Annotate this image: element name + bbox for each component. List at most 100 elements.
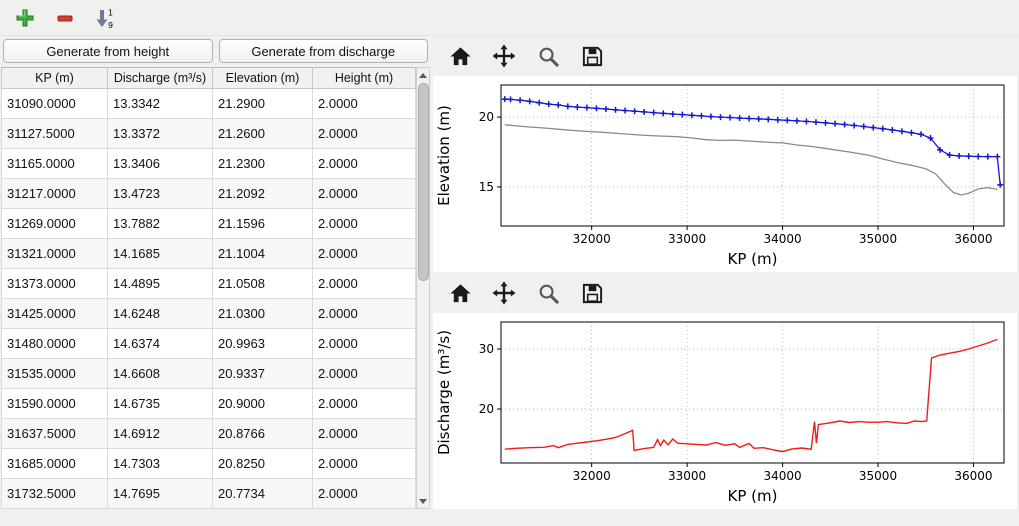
table-cell[interactable]: 20.8766 (212, 418, 313, 449)
pan-button[interactable] (489, 41, 519, 71)
table-cell[interactable]: 20.7734 (212, 478, 313, 509)
table-cell[interactable]: 14.1685 (107, 238, 213, 269)
generate-from-height-button[interactable]: Generate from height (3, 39, 213, 63)
table-cell[interactable]: 31425.0000 (1, 298, 108, 329)
add-row-button[interactable] (10, 3, 40, 33)
discharge-chart[interactable]: 32000 33000 34000 35000 36000 20 30 KP (m) Disch… (433, 313, 1017, 509)
table-cell[interactable]: 13.7882 (107, 208, 213, 239)
table-cell[interactable]: 13.3342 (107, 88, 213, 119)
table-cell[interactable]: 2.0000 (312, 358, 416, 389)
table-cell[interactable]: 21.2600 (212, 118, 313, 149)
table-cell[interactable]: 14.6608 (107, 358, 213, 389)
table-cell[interactable]: 31685.0000 (1, 448, 108, 479)
table-cell[interactable]: 21.1596 (212, 208, 313, 239)
table-cell[interactable]: 20.8250 (212, 448, 313, 479)
column-header[interactable]: KP (m) (1, 67, 108, 89)
table-cell[interactable]: 31269.0000 (1, 208, 108, 239)
table-cell[interactable]: 2.0000 (312, 268, 416, 299)
table-cell[interactable]: 2.0000 (312, 208, 416, 239)
column-header[interactable]: Discharge (m³/s) (107, 67, 213, 89)
table-row[interactable]: 31269.0000 13.7882 21.1596 2.0000 (1, 208, 416, 239)
table-scrollbar[interactable] (416, 67, 430, 509)
table-cell[interactable]: 14.4895 (107, 268, 213, 299)
table-row[interactable]: 31321.0000 14.1685 21.1004 2.0000 (1, 238, 416, 269)
table-cell[interactable]: 21.1004 (212, 238, 313, 269)
column-header[interactable]: Height (m) (312, 67, 416, 89)
table-cell[interactable]: 31590.0000 (1, 388, 108, 419)
save-button[interactable] (577, 41, 607, 71)
table-cell[interactable]: 20.9337 (212, 358, 313, 389)
table-row[interactable]: 31732.5000 14.7695 20.7734 2.0000 (1, 478, 416, 509)
table-cell[interactable]: 2.0000 (312, 118, 416, 149)
table-cell[interactable]: 13.3406 (107, 148, 213, 179)
table-row[interactable]: 31480.0000 14.6374 20.9963 2.0000 (1, 328, 416, 359)
table-cell[interactable]: 14.6912 (107, 418, 213, 449)
table-row[interactable]: 31535.0000 14.6608 20.9337 2.0000 (1, 358, 416, 389)
home-button[interactable] (445, 278, 475, 308)
table-row[interactable]: 31637.5000 14.6912 20.8766 2.0000 (1, 418, 416, 449)
table-cell[interactable]: 2.0000 (312, 418, 416, 449)
table-cell[interactable]: 2.0000 (312, 148, 416, 179)
home-button[interactable] (445, 41, 475, 71)
zoom-button[interactable] (533, 278, 563, 308)
y-tick-label: 20 (479, 402, 494, 416)
pan-icon (492, 44, 516, 68)
zoom-button[interactable] (533, 41, 563, 71)
scrollbar-down-button[interactable] (417, 494, 429, 508)
table-row[interactable]: 31685.0000 14.7303 20.8250 2.0000 (1, 448, 416, 479)
table-cell[interactable]: 21.2300 (212, 148, 313, 179)
table-cell[interactable]: 31090.0000 (1, 88, 108, 119)
table-row[interactable]: 31127.5000 13.3372 21.2600 2.0000 (1, 118, 416, 149)
table-row[interactable]: 31090.0000 13.3342 21.2900 2.0000 (1, 88, 416, 119)
pan-button[interactable] (489, 278, 519, 308)
table-cell[interactable]: 2.0000 (312, 328, 416, 359)
table-cell[interactable]: 31127.5000 (1, 118, 108, 149)
table-cell[interactable]: 2.0000 (312, 448, 416, 479)
table-cell[interactable]: 14.6374 (107, 328, 213, 359)
table-row[interactable]: 31373.0000 14.4895 21.0508 2.0000 (1, 268, 416, 299)
table-cell[interactable]: 13.3372 (107, 118, 213, 149)
scrollbar-thumb[interactable] (418, 83, 429, 281)
table-cell[interactable]: 2.0000 (312, 388, 416, 419)
figure-background (433, 313, 1017, 509)
table-cell[interactable]: 20.9000 (212, 388, 313, 419)
table-cell[interactable]: 31637.5000 (1, 418, 108, 449)
table-row[interactable]: 31165.0000 13.3406 21.2300 2.0000 (1, 148, 416, 179)
table-cell[interactable]: 31480.0000 (1, 328, 108, 359)
table-row[interactable]: 31217.0000 13.4723 21.2092 2.0000 (1, 178, 416, 209)
table-cell[interactable]: 31321.0000 (1, 238, 108, 269)
table-cell[interactable]: 31732.5000 (1, 478, 108, 509)
table-cell[interactable]: 2.0000 (312, 238, 416, 269)
table-row[interactable]: 31590.0000 14.6735 20.9000 2.0000 (1, 388, 416, 419)
table-cell[interactable]: 14.6735 (107, 388, 213, 419)
table-body: 31090.0000 13.3342 21.2900 2.0000 31127.5000… (1, 88, 416, 509)
table-cell[interactable]: 2.0000 (312, 298, 416, 329)
table-cell[interactable]: 31535.0000 (1, 358, 108, 389)
table-cell[interactable]: 21.0508 (212, 268, 313, 299)
table-cell[interactable]: 21.2092 (212, 178, 313, 209)
x-axis-label: KP (m) (728, 250, 778, 268)
scrollbar-up-button[interactable] (417, 68, 429, 82)
table-cell[interactable]: 14.6248 (107, 298, 213, 329)
sort-button[interactable]: 1 9 (90, 3, 120, 33)
column-header[interactable]: Elevation (m) (212, 67, 313, 89)
elevation-chart[interactable]: 32000 33000 34000 35000 36000 15 20 KP (m) Eleva… (433, 76, 1017, 272)
table-cell[interactable]: 13.4723 (107, 178, 213, 209)
table-cell[interactable]: 21.2900 (212, 88, 313, 119)
table-cell[interactable]: 31217.0000 (1, 178, 108, 209)
table-cell[interactable]: 2.0000 (312, 478, 416, 509)
table-cell[interactable]: 14.7695 (107, 478, 213, 509)
table-cell[interactable]: 31165.0000 (1, 148, 108, 179)
table-cell[interactable]: 2.0000 (312, 88, 416, 119)
save-button[interactable] (577, 278, 607, 308)
remove-row-button[interactable] (50, 3, 80, 33)
plus-icon (16, 9, 34, 26)
table-row[interactable]: 31425.0000 14.6248 21.0300 2.0000 (1, 298, 416, 329)
table-cell[interactable]: 20.9963 (212, 328, 313, 359)
table-cell[interactable]: 2.0000 (312, 178, 416, 209)
table-cell[interactable]: 31373.0000 (1, 268, 108, 299)
main-content: Generate from height Generate from disch… (0, 36, 1019, 526)
generate-from-discharge-button[interactable]: Generate from discharge (218, 39, 428, 63)
table-cell[interactable]: 14.7303 (107, 448, 213, 479)
table-cell[interactable]: 21.0300 (212, 298, 313, 329)
